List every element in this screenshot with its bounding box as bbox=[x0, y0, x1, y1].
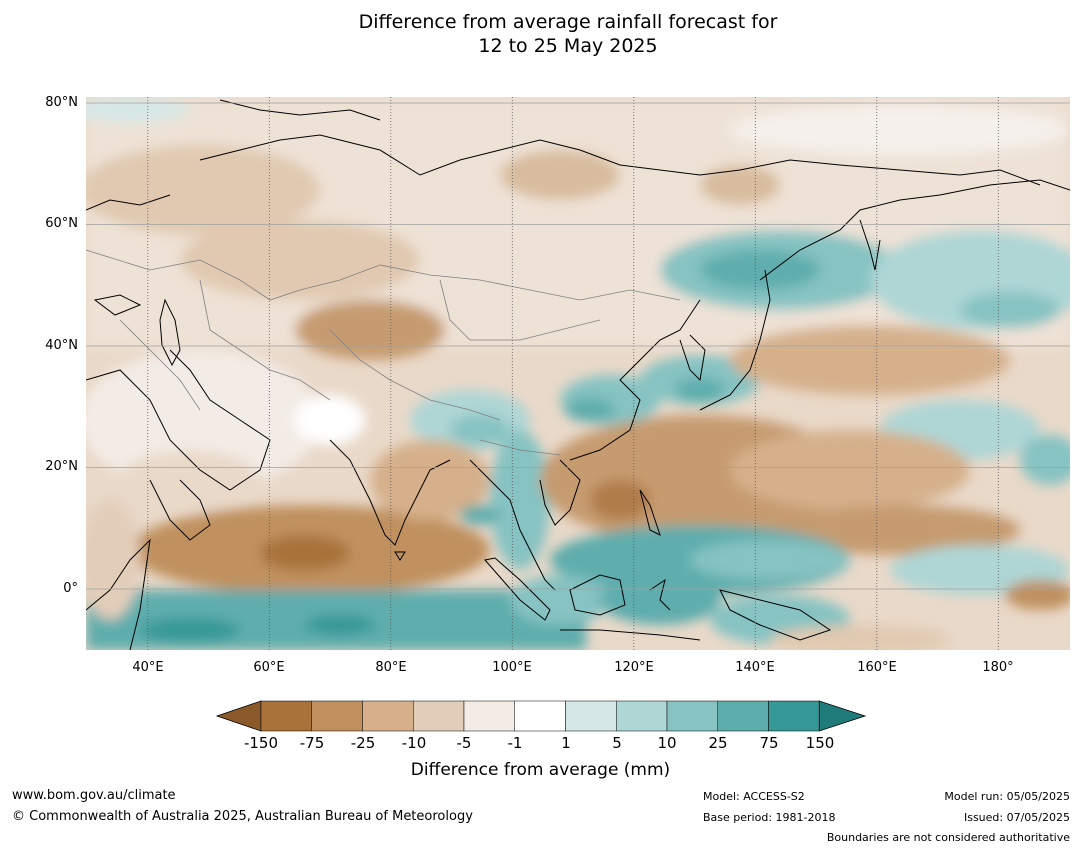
colorbar-box bbox=[565, 700, 617, 732]
model-name: Model: ACCESS-S2 bbox=[703, 790, 805, 803]
colorbar-box bbox=[666, 700, 718, 732]
copyright-text: © Commonwealth of Australia 2025, Austra… bbox=[12, 809, 473, 824]
map-title: Difference from average rainfall forecas… bbox=[0, 10, 1081, 58]
website-link[interactable]: www.bom.gov.au/climate bbox=[12, 788, 176, 803]
lon-label-40e: 40°E bbox=[132, 660, 164, 675]
colorbar-tick-label: 25 bbox=[708, 734, 728, 752]
title-line-2: 12 to 25 May 2025 bbox=[478, 35, 658, 57]
title-line-1: Difference from average rainfall forecas… bbox=[358, 11, 778, 33]
colorbar-box bbox=[768, 700, 820, 732]
lon-label-160e: 160°E bbox=[857, 660, 897, 675]
lon-label-120e: 120°E bbox=[614, 660, 654, 675]
colorbar-tick-label: -150 bbox=[243, 734, 279, 752]
lat-label-60n: 60°N bbox=[45, 216, 78, 231]
colorbar-tick-label: 10 bbox=[657, 734, 677, 752]
map-area bbox=[86, 97, 1070, 650]
anomaly-field bbox=[86, 97, 1070, 650]
colorbar-tick-label: -25 bbox=[350, 734, 376, 752]
colorbar-tick-label: 150 bbox=[805, 734, 835, 752]
parallels bbox=[86, 102, 1070, 590]
lon-label-140e: 140°E bbox=[735, 660, 775, 675]
issued-date: Issued: 07/05/2025 bbox=[963, 811, 1070, 824]
lon-label-80e: 80°E bbox=[375, 660, 407, 675]
colorbar-tick-label: -75 bbox=[299, 734, 325, 752]
meridians bbox=[147, 97, 999, 650]
colorbar-box bbox=[463, 700, 515, 732]
lon-label-100e: 100°E bbox=[492, 660, 532, 675]
colorbar-extend-high bbox=[818, 700, 867, 732]
colorbar-box bbox=[413, 700, 465, 732]
coastlines bbox=[86, 99, 1070, 650]
colorbar-box bbox=[311, 700, 363, 732]
colorbar-box bbox=[717, 700, 769, 732]
colorbar-tick-label: -5 bbox=[456, 734, 472, 752]
lat-label-20n: 20°N bbox=[45, 459, 78, 474]
country-boundaries bbox=[86, 249, 681, 456]
colorbar-tick-label: 1 bbox=[561, 734, 571, 752]
colorbar-title: Difference from average (mm) bbox=[410, 760, 671, 780]
colorbar bbox=[215, 700, 867, 732]
colorbar-tick-label: -10 bbox=[401, 734, 427, 752]
colorbar-box bbox=[362, 700, 414, 732]
colorbar-extend-low bbox=[215, 700, 262, 732]
colorbar-tick-label: -1 bbox=[507, 734, 523, 752]
lat-label-80n: 80°N bbox=[45, 95, 78, 110]
lon-label-180: 180° bbox=[982, 660, 1014, 675]
colorbar-box bbox=[616, 700, 668, 732]
colorbar-tick-label: 75 bbox=[759, 734, 779, 752]
colorbar-tick-label: 5 bbox=[612, 734, 622, 752]
boundaries-disclaimer: Boundaries are not considered authoritat… bbox=[826, 831, 1070, 844]
colorbar-box bbox=[514, 700, 566, 732]
lat-label-40n: 40°N bbox=[45, 338, 78, 353]
base-period: Base period: 1981-2018 bbox=[703, 811, 836, 824]
lon-label-60e: 60°E bbox=[253, 660, 285, 675]
colorbar-box bbox=[260, 700, 312, 732]
lat-label-0: 0° bbox=[63, 581, 78, 596]
model-run-date: Model run: 05/05/2025 bbox=[944, 790, 1070, 803]
